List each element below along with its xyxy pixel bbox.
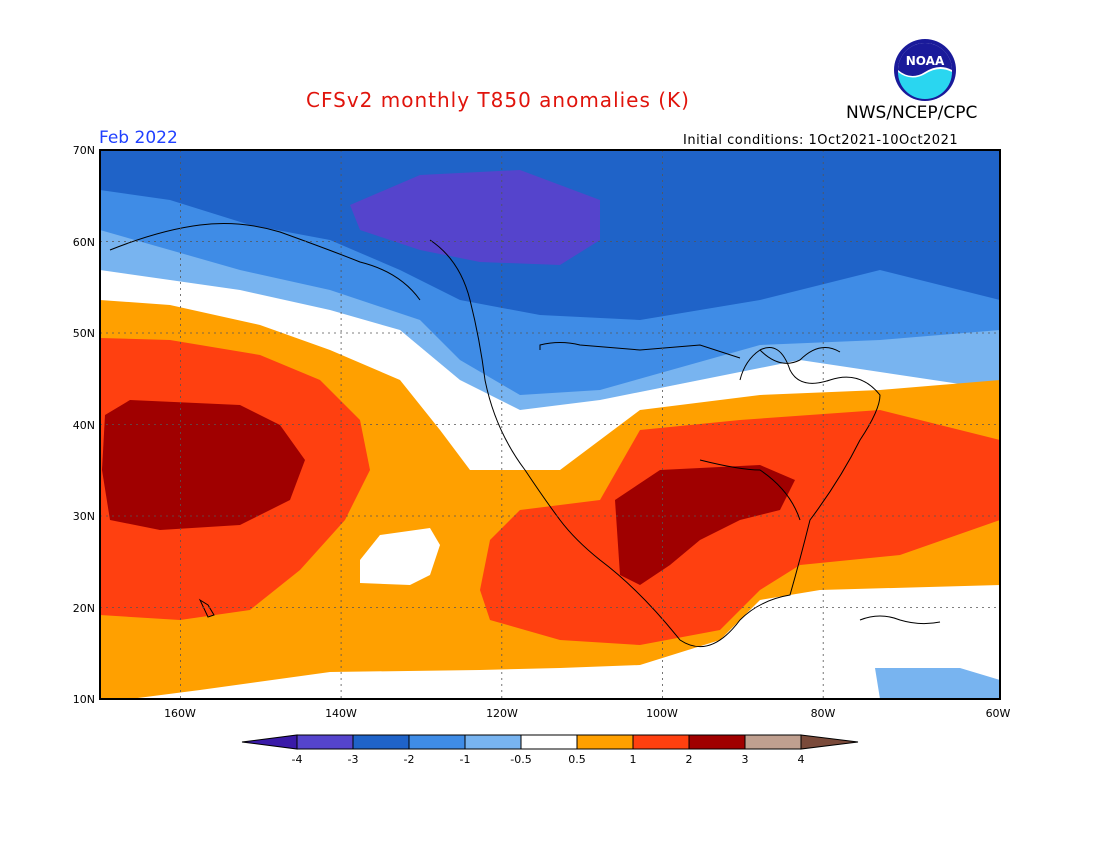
field-pos2-east [615,465,795,585]
lon-tick-labels: 160W 140W 120W 100W 80W 60W [164,707,1010,720]
colorbar [241,734,859,750]
anomaly-field [100,150,1000,699]
field-neutral-island [360,528,440,585]
colorbar-label: -0.5 [510,753,531,766]
field-neg05-caribbean [875,668,1000,699]
lat-tick-label: 70N [73,144,95,157]
lon-tick-label: 160W [164,707,196,720]
colorbar-label: -1 [460,753,471,766]
initial-conditions-label: Initial conditions: 1Oct2021-10Oct2021 [683,133,959,148]
lon-tick-label: 100W [646,707,678,720]
colorbar-cell [744,734,802,750]
lat-tick-label: 50N [73,327,95,340]
lat-tick-label: 30N [73,510,95,523]
colorbar-cell [352,734,410,750]
colorbar-label: 1 [630,753,637,766]
colorbar-label: -2 [404,753,415,766]
colorbar-label: 3 [742,753,749,766]
lon-tick-label: 60W [986,707,1011,720]
colorbar-cell [632,734,690,750]
colorbar-labels: -4 -3 -2 -1 -0.5 0.5 1 2 3 4 [292,753,805,766]
lat-tick-label: 20N [73,602,95,615]
colorbar-cell [520,734,578,750]
lon-tick-label: 140W [325,707,357,720]
colorbar-cell [241,734,298,750]
colorbar-cell [576,734,634,750]
lat-tick-label: 60N [73,236,95,249]
coastlines [109,223,941,648]
map-title: CFSv2 monthly T850 anomalies (K) [306,88,690,112]
colorbar-cell [408,734,466,750]
valid-month-label: Feb 2022 [99,128,178,148]
colorbar-label: -3 [348,753,359,766]
colorbar-cell [688,734,746,750]
colorbar-cell [296,734,354,750]
colorbar-cell [464,734,522,750]
logo-text: NOAA [906,54,945,68]
noaa-logo: NOAA [894,39,956,101]
colorbar-label: 0.5 [568,753,586,766]
colorbar-cell [800,734,859,750]
lat-tick-labels: 10N 20N 30N 40N 50N 60N 70N [73,144,95,706]
map-frame [99,149,1001,700]
colorbar-label: -4 [292,753,303,766]
graticule [100,150,1000,699]
field-pos2 [102,400,305,530]
lat-tick-label: 40N [73,419,95,432]
lat-tick-label: 10N [73,693,95,706]
colorbar-label: 4 [798,753,805,766]
lon-tick-label: 80W [811,707,836,720]
lon-tick-label: 120W [486,707,518,720]
field-pos1-east [480,410,1000,645]
agency-label: NWS/NCEP/CPC [846,103,978,123]
colorbar-label: 2 [686,753,693,766]
